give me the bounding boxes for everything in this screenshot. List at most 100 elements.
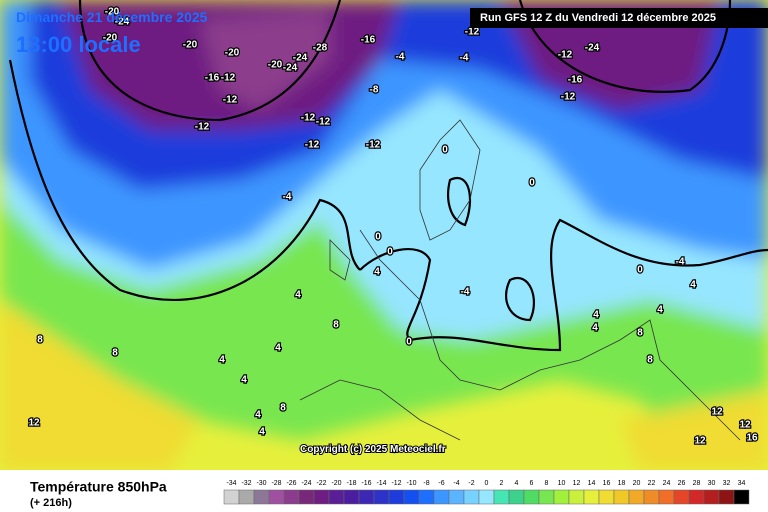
- contour-label: -16: [361, 35, 376, 46]
- contour-label: 0: [529, 178, 535, 189]
- colorbar-tick-label: 30: [708, 480, 716, 487]
- contour-label: 0: [406, 337, 412, 348]
- colorbar-tick-label: 10: [558, 480, 566, 487]
- colorbar-tick-label: 4: [515, 480, 519, 487]
- contour-label: -20: [103, 33, 118, 44]
- colorbar-swatch: [223, 489, 240, 505]
- contour-label: 16: [746, 433, 758, 444]
- colorbar-tick-label: 22: [648, 480, 656, 487]
- colorbar-tick-label: 24: [663, 480, 671, 487]
- contour-label: -12: [561, 92, 576, 103]
- contour-label: 8: [280, 403, 286, 414]
- colorbar-swatch: [448, 489, 465, 505]
- colorbar-swatch: [613, 489, 630, 505]
- colorbar-tick-label: -20: [331, 480, 341, 487]
- run-box: [470, 8, 768, 28]
- colorbar-swatch: [553, 489, 570, 505]
- contour-label: 4: [592, 323, 598, 334]
- contour-label: -4: [676, 257, 685, 268]
- contour-label: 0: [442, 145, 448, 156]
- colorbar-swatch: [523, 489, 540, 505]
- contour-label: -8: [370, 85, 379, 96]
- colorbar-swatch: [403, 489, 420, 505]
- colorbar-swatch: [328, 489, 345, 505]
- colorbar-swatch: [718, 489, 735, 505]
- contour-label: -24: [293, 53, 308, 64]
- colorbar-tick-label: -30: [256, 480, 266, 487]
- contour-label: -12: [305, 140, 320, 151]
- colorbar-swatch: [703, 489, 720, 505]
- colorbar-tick-label: -14: [376, 480, 386, 487]
- contour-label: -20: [268, 60, 283, 71]
- contour-labels: -20-24-20-20-20-16 -12-12-24-28-20 -24-16-…: [27, 5, 759, 447]
- contour-label: -12: [465, 27, 480, 38]
- colorbar-tick-label: -12: [391, 480, 401, 487]
- run-info: Run GFS 12 Z du Vendredi 12 décembre 202…: [480, 12, 716, 24]
- colorbar-swatch: [583, 489, 600, 505]
- contour-label: 4: [690, 280, 696, 291]
- contour-label: 8: [637, 328, 643, 339]
- contour-label: -20: [105, 7, 120, 18]
- colorbar-tick-label: 32: [723, 480, 731, 487]
- colorbar-swatch: [313, 489, 330, 505]
- colorbar-swatch: [373, 489, 390, 505]
- colorbar-tick-label: 0: [485, 480, 489, 487]
- colorbar-tick-label: -22: [316, 480, 326, 487]
- contour-label: 4: [295, 290, 301, 301]
- colorbar-swatch: [598, 489, 615, 505]
- contour-label: -4: [396, 52, 405, 63]
- contour-label: 4: [593, 310, 599, 321]
- colorbar-swatch: [538, 489, 555, 505]
- contour-label: -20: [225, 48, 240, 59]
- colorbar-tick-label: -24: [301, 480, 311, 487]
- colorbar-tick-label: -18: [346, 480, 356, 487]
- colorbar-swatch: [283, 489, 300, 505]
- forecast-time: 13:00 locale: [16, 32, 141, 57]
- contour-label: 4: [259, 427, 265, 438]
- colorbar-tick-label: -6: [438, 480, 444, 487]
- colorbar-tick-label: 28: [693, 480, 701, 487]
- colorbar-swatch: [688, 489, 705, 505]
- colorbar-tick-label: -26: [286, 480, 296, 487]
- map: [0, 0, 768, 470]
- colorbar-tick-label: -28: [271, 480, 281, 487]
- colorbar-swatch: [298, 489, 315, 505]
- colorbar-swatch: [733, 489, 750, 505]
- contour-label: 8: [112, 348, 118, 359]
- colorbar-swatch: [433, 489, 450, 505]
- contour-label: 12: [28, 418, 40, 429]
- contour-label: -12: [366, 140, 381, 151]
- contour-label: 4: [219, 355, 225, 366]
- contour-label: -28: [313, 43, 328, 54]
- colorbar-swatch: [253, 489, 270, 505]
- colorbar-swatch: [493, 489, 510, 505]
- contour-label: -16: [205, 73, 220, 84]
- colorbar-tick-label: 8: [545, 480, 549, 487]
- contour-label: 4: [255, 410, 261, 421]
- contour-label: -4: [460, 53, 469, 64]
- contour-label: -12: [195, 122, 210, 133]
- contour-label: 12: [694, 436, 706, 447]
- contour-label: -12: [558, 50, 573, 61]
- colorbar-tick-label: -4: [453, 480, 459, 487]
- contour-label: -16: [568, 75, 583, 86]
- contour-label: 4: [374, 267, 380, 278]
- colorbar-swatch: [568, 489, 585, 505]
- colorbar-swatch: [643, 489, 660, 505]
- colorbar-swatch: [508, 489, 525, 505]
- contour-label: 8: [37, 335, 43, 346]
- colorbar-tick-label: 6: [530, 480, 534, 487]
- contour-label: 4: [657, 305, 663, 316]
- contour-label: 8: [333, 320, 339, 331]
- contour-label: -12: [316, 117, 331, 128]
- contour-label: -24: [115, 17, 130, 28]
- colorbar-swatch: [268, 489, 285, 505]
- colorbar-swatch: [343, 489, 360, 505]
- contour-label: -4: [283, 192, 292, 203]
- colorbar-tick-label: -2: [468, 480, 474, 487]
- colorbar-swatch: [628, 489, 645, 505]
- colorbar-swatch: [658, 489, 675, 505]
- colorbar-tick-label: -16: [361, 480, 371, 487]
- forecast-date: Dimanche 21 décembre 2025: [16, 9, 208, 25]
- copyright: Copyright (c) 2025 Meteociel.fr: [300, 444, 446, 455]
